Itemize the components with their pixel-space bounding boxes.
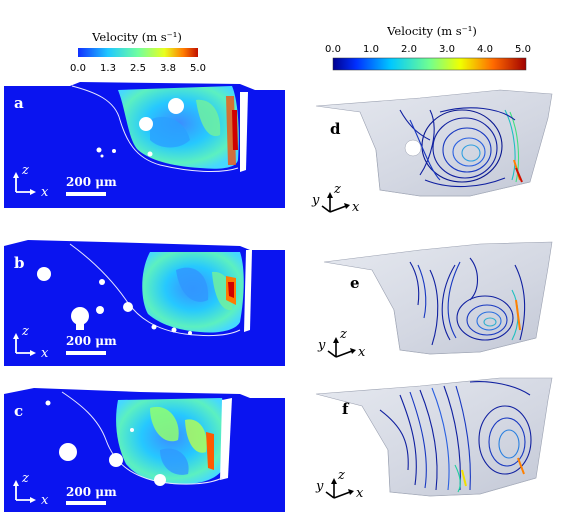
panel-f-letter: f	[342, 400, 350, 418]
panel-e-axes-icon: z y x	[317, 327, 366, 360]
colorbar-left-tick: 2.5	[130, 63, 146, 74]
colorbar-left-tick: 0.0	[70, 63, 86, 74]
panel-c-letter: c	[14, 402, 23, 420]
colorbar-left-gradient	[78, 48, 198, 57]
panel-a-scale-label: 200 μm	[66, 175, 117, 189]
panel-a: a z x 200 μm	[4, 82, 285, 208]
panel-e-letter: e	[350, 274, 360, 292]
panel-d-letter: d	[330, 120, 341, 138]
panel-c-axis-x: x	[41, 493, 49, 508]
panel-e-axis-y: y	[317, 338, 326, 353]
panel-f: f z y x	[315, 377, 553, 501]
panel-a-axis-x: x	[41, 185, 49, 200]
colorbar-right-tick: 2.0	[401, 44, 417, 55]
panel-e-axis-z: z	[339, 327, 347, 342]
panel-b: b z x 200 μm	[4, 240, 285, 366]
colorbar-right-tick: 0.0	[325, 44, 341, 55]
panel-c-scale-label: 200 μm	[66, 485, 117, 499]
panel-c-axes-icon: z x	[13, 471, 49, 508]
colorbar-left-tick: 5.0	[190, 63, 206, 74]
panel-f-axis-x: x	[356, 486, 364, 501]
panel-d-axis-z: z	[333, 182, 341, 197]
panel-b-axis-x: x	[41, 346, 49, 361]
panel-c: c z x 200 μm	[4, 388, 285, 512]
colorbar-right-tick: 3.0	[439, 44, 455, 55]
colorbar-right-tick: 4.0	[477, 44, 493, 55]
panel-d-axis-y: y	[311, 193, 320, 208]
colorbar-right-tick: 1.0	[363, 44, 379, 55]
panel-a-axis-z: z	[21, 163, 29, 178]
panel-f-axis-z: z	[337, 468, 345, 483]
panel-a-letter: a	[14, 94, 24, 112]
panel-d: d z y x	[311, 89, 553, 215]
panel-b-axis-z: z	[21, 324, 29, 339]
colorbar-left-tick: 1.3	[100, 63, 116, 74]
panel-a-scale-bar	[66, 192, 106, 196]
panel-c-axis-z: z	[21, 471, 29, 486]
panel-b-scale-label: 200 μm	[66, 334, 117, 348]
colorbar-right-tick: 5.0	[515, 44, 531, 55]
colorbar-right-title: Velocity (m s⁻¹)	[386, 24, 477, 38]
panel-a-axes-icon: z x	[13, 163, 49, 200]
panel-f-axis-y: y	[315, 479, 324, 494]
colorbar-right: Velocity (m s⁻¹) 0.0 1.0 2.0 3.0 4.0 5.0	[325, 24, 531, 71]
colorbar-right-gradient	[332, 57, 527, 71]
colorbar-left-tick: 3.8	[160, 63, 176, 74]
panel-e: e z y x	[317, 241, 553, 360]
panel-f-axes-icon: z y x	[315, 468, 364, 501]
panel-b-axes-icon: z x	[13, 324, 49, 361]
panel-b-scale-bar	[66, 351, 106, 355]
panel-d-axis-x: x	[352, 200, 360, 215]
colorbar-left: Velocity (m s⁻¹) 0.0 1.3 2.5 3.8 5.0	[70, 30, 206, 74]
panel-c-scale-bar	[66, 501, 106, 505]
colorbar-left-title: Velocity (m s⁻¹)	[91, 30, 182, 44]
panel-e-surface	[323, 241, 553, 355]
panel-d-axes-icon: z y x	[311, 182, 360, 215]
panel-e-axis-x: x	[358, 345, 366, 360]
panel-b-letter: b	[14, 254, 25, 272]
